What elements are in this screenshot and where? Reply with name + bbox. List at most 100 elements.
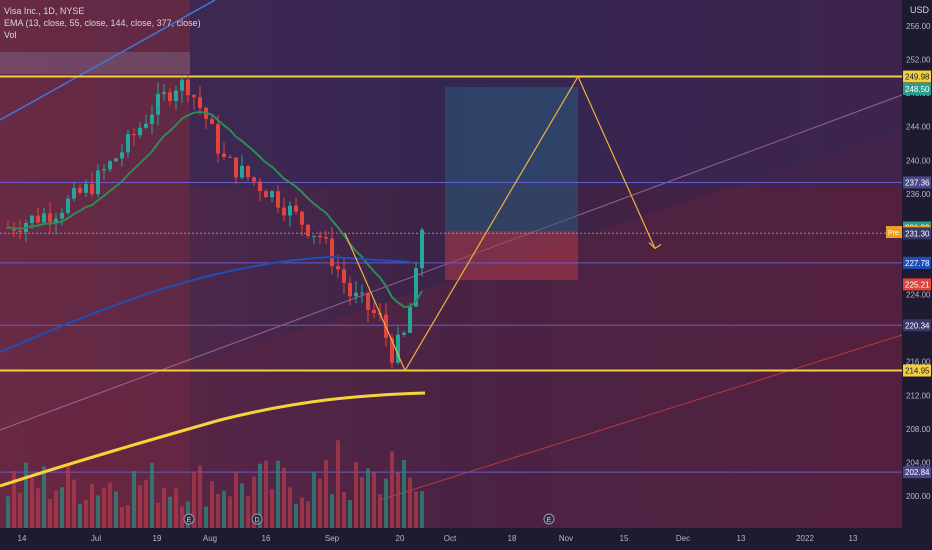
ema-377-line [0, 391, 426, 488]
candle-body [414, 268, 418, 307]
candle-body [222, 153, 226, 157]
volume-bar [72, 479, 76, 528]
volume-bar [96, 495, 100, 528]
volume-bar [294, 503, 298, 528]
candle-body [180, 79, 184, 91]
price-tag: 214.95 [905, 367, 930, 376]
candle-body [144, 123, 148, 128]
price-tick-label: 200.00 [906, 492, 931, 501]
price-tag: 248.50 [905, 85, 930, 94]
volume-bar [114, 491, 118, 528]
projection-arrowhead [648, 241, 662, 250]
candle-body [228, 156, 232, 158]
candle-body [396, 334, 400, 363]
long-position-target[interactable] [445, 87, 578, 231]
volume-bar [330, 494, 334, 528]
volume-bars [6, 440, 424, 528]
volume-bar [156, 502, 160, 528]
long-position-stop[interactable] [445, 231, 578, 280]
volume-bar [384, 478, 388, 528]
price-tick-label: 256.00 [906, 22, 931, 31]
ema-144-line [0, 255, 411, 353]
time-tick-label: 13 [737, 534, 746, 543]
projection-path[interactable] [344, 75, 662, 372]
price-tag-bg [903, 70, 931, 83]
time-tick-label: 19 [153, 534, 162, 543]
price-tick-label: 244.00 [906, 123, 931, 132]
volume-bar [306, 501, 310, 528]
price-tag-bg [903, 176, 931, 189]
candle-body [270, 191, 274, 198]
ema-indicator-label[interactable]: EMA (13, close, 55, close, 144, close, 3… [4, 18, 201, 28]
price-tag: 237.36 [905, 178, 930, 187]
volume-bar [300, 497, 304, 528]
candle-body [36, 215, 40, 223]
upper-trendline[interactable] [0, 0, 216, 121]
candle-body [306, 224, 310, 237]
candle-body [342, 269, 346, 283]
volume-bar [336, 440, 340, 528]
time-axis[interactable] [0, 528, 932, 550]
volume-bar [210, 481, 214, 528]
projection-line [344, 75, 656, 372]
volume-bar [6, 496, 10, 528]
price-tick-label: 216.00 [906, 358, 931, 367]
ema-13-line [7, 111, 423, 308]
volume-bar [360, 477, 364, 528]
candle-body [354, 292, 358, 297]
volume-bar [252, 476, 256, 528]
time-tick-label: 13 [849, 534, 858, 543]
volume-bar [390, 451, 394, 528]
volume-bar [342, 491, 346, 528]
event-marker: E [547, 517, 552, 524]
candle-body [282, 207, 286, 216]
channel-fill [0, 130, 902, 528]
volume-bar [132, 470, 136, 528]
price-tag: 202.84 [905, 468, 930, 477]
price-tag: 227.78 [905, 259, 930, 268]
volume-bar [354, 461, 358, 528]
candle-body [234, 157, 238, 178]
candle-body [348, 282, 352, 297]
event-marker-bg [183, 513, 195, 525]
event-marker: E [187, 517, 192, 524]
price-tag-bg [903, 256, 931, 269]
event-marker-bg [251, 513, 263, 525]
price-tick-label: 240.00 [906, 156, 931, 165]
candle-body [240, 165, 244, 178]
price-tag-bg [903, 364, 931, 377]
price-tag-bg [903, 319, 931, 332]
symbol-title[interactable]: Visa Inc., 1D, NYSE [4, 6, 85, 16]
volume-bar [288, 487, 292, 528]
horizontal-levels [0, 75, 902, 473]
volume-bar [180, 506, 184, 528]
volume-bar [168, 496, 172, 528]
candle-body [126, 133, 130, 153]
candle-body [90, 183, 94, 195]
time-tick-label: Oct [444, 534, 457, 543]
volume-bar [312, 471, 316, 528]
price-tick-label: 204.00 [906, 458, 931, 467]
candle-body [72, 187, 76, 199]
volume-bar [60, 487, 64, 528]
volume-indicator-label[interactable]: Vol [4, 30, 17, 40]
candle-body [192, 95, 196, 98]
time-tick-label: 16 [262, 534, 271, 543]
candle-body [168, 92, 172, 102]
candle-body [288, 205, 292, 216]
volume-bar [42, 466, 46, 528]
candle-body [372, 309, 376, 314]
volume-bar [78, 503, 82, 528]
price-tick-label: 212.00 [906, 391, 931, 400]
volume-bar [276, 460, 280, 528]
volume-bar [138, 485, 142, 528]
candle-body [78, 187, 82, 193]
candle-body [12, 227, 16, 231]
candle-body [246, 165, 250, 178]
candle-body [324, 237, 328, 239]
candle-body [276, 191, 280, 208]
time-tick-label: 15 [620, 534, 629, 543]
